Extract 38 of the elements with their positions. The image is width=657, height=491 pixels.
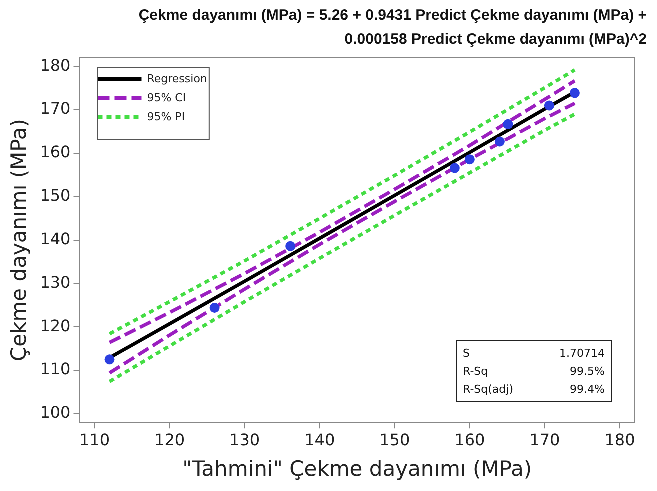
y-tick-label: 180 (40, 56, 71, 75)
point (104, 354, 115, 365)
y-tick-label: 100 (40, 403, 71, 422)
point (544, 100, 554, 111)
x-tick-label: 110 (79, 430, 110, 450)
x-tick-label: 130 (230, 430, 260, 450)
point (286, 241, 296, 252)
point (570, 88, 580, 98)
y-tick-label: 160 (40, 142, 71, 162)
y-tick-label: 170 (40, 99, 71, 118)
x-tick-label: 150 (380, 430, 410, 450)
y-tick-label: 130 (40, 272, 71, 292)
y-tick-label: 120 (40, 316, 71, 336)
y-axis-title: Çekme dayanımı (MPa) (7, 119, 32, 362)
x-tick-label: 160 (454, 430, 486, 450)
annotation: R-Sq (463, 364, 488, 378)
x-tick-label: 170 (530, 430, 560, 450)
legend-label: Regression (147, 72, 208, 86)
annotation: 1.70714 (560, 346, 605, 360)
annotation: 99.4% (570, 382, 605, 396)
legend-label: 95% PI (147, 110, 186, 124)
chart-title: Çekme dayanımı (MPa) = 5.26 + 0.9431 Predict Çekme dayanımı (MPa) + 0.000158 Predict Çekme dayanımı (MPa)^2 (138, 6, 647, 50)
annotation: S (463, 346, 470, 360)
y-tick-label: 140 (40, 229, 71, 248)
y-tick-label: 110 (40, 360, 71, 379)
x-tick-label: 180 (604, 430, 636, 450)
point (210, 303, 220, 314)
x-tick-label: 140 (304, 430, 336, 450)
point (464, 154, 475, 165)
point (503, 119, 514, 130)
point (494, 136, 505, 147)
annotation: 99.5% (570, 364, 605, 378)
legend-label: 95% CI (147, 91, 186, 104)
x-tick-label: 120 (154, 430, 186, 450)
point (450, 163, 460, 174)
y-tick-label: 150 (40, 186, 71, 206)
annotation: R-Sq(adj) (463, 382, 514, 396)
x-axis-title: "Tahmini" Çekme dayanımı (MPa) (182, 456, 532, 481)
